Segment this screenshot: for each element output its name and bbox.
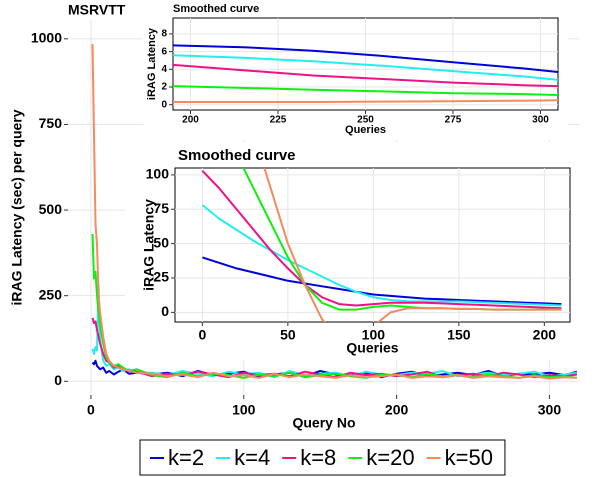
- series-group: [91, 43, 578, 380]
- x-axis-label: Queries: [346, 340, 398, 356]
- y-axis-label: iRAG Latency: [146, 27, 158, 100]
- x-tick-label: 300: [538, 402, 562, 418]
- y-tick-label: 100: [146, 166, 170, 182]
- x-axis-label: Queries: [345, 124, 386, 136]
- chart-title: Smoothed curve: [178, 147, 296, 164]
- legend-box: [139, 439, 506, 476]
- y-tick-label: 0: [54, 372, 62, 388]
- x-tick-label: 300: [532, 115, 549, 126]
- y-tick-label: 50: [153, 234, 169, 250]
- x-tick-label: 275: [445, 115, 462, 126]
- x-tick-label: 50: [280, 327, 296, 343]
- legend-label: k=4: [234, 445, 270, 470]
- x-tick-label: 200: [182, 115, 199, 126]
- series-group: [173, 44, 558, 103]
- x-tick-label: 225: [270, 115, 287, 126]
- series-line: [91, 43, 577, 380]
- y-tick-label: 500: [39, 201, 63, 217]
- y-tick-label: 1000: [31, 30, 62, 46]
- x-tick-label: 200: [385, 402, 409, 418]
- y-tick-label: 750: [39, 115, 63, 131]
- plot-panel: [174, 167, 571, 323]
- series-line: [263, 168, 562, 322]
- x-axis-label: Query No: [292, 415, 355, 431]
- x-tick-label: 100: [362, 327, 386, 343]
- series-line: [173, 44, 558, 73]
- y-axis-label: iRAG Latency: [141, 199, 157, 291]
- legend-label: k=50: [445, 445, 493, 470]
- legend-label: k=2: [168, 445, 204, 470]
- y-tick-label: 25: [153, 269, 169, 285]
- chart-title: Smoothed curve: [173, 3, 259, 15]
- y-tick-label: 4: [161, 64, 167, 75]
- legend-label: k=8: [300, 445, 336, 470]
- y-tick-label: 2: [161, 82, 167, 93]
- y-tick-label: 250: [39, 286, 63, 302]
- x-tick-label: 250: [357, 115, 374, 126]
- series-line: [173, 63, 558, 88]
- x-tick-label: 200: [533, 327, 557, 343]
- y-tick-label: 0: [161, 303, 169, 319]
- x-tick-label: 0: [87, 402, 95, 418]
- series-line: [173, 99, 558, 103]
- series-line: [201, 204, 562, 307]
- x-tick-label: 150: [447, 327, 471, 343]
- x-tick-label: 0: [198, 327, 206, 343]
- chart-title: MSRVTT: [68, 2, 126, 18]
- series-line: [173, 54, 558, 81]
- series-line: [173, 85, 558, 96]
- y-tick-label: 8: [161, 29, 167, 40]
- y-axis-label: iRAG Latency (sec) per query: [9, 109, 25, 305]
- x-tick-label: 100: [232, 402, 256, 418]
- series-line: [202, 256, 562, 306]
- legend-label: k=20: [366, 445, 414, 470]
- series-group: [201, 168, 562, 322]
- series-line: [201, 170, 562, 310]
- y-tick-label: 75: [153, 200, 169, 216]
- y-tick-label: 0: [161, 99, 167, 110]
- y-tick-label: 6: [161, 46, 167, 57]
